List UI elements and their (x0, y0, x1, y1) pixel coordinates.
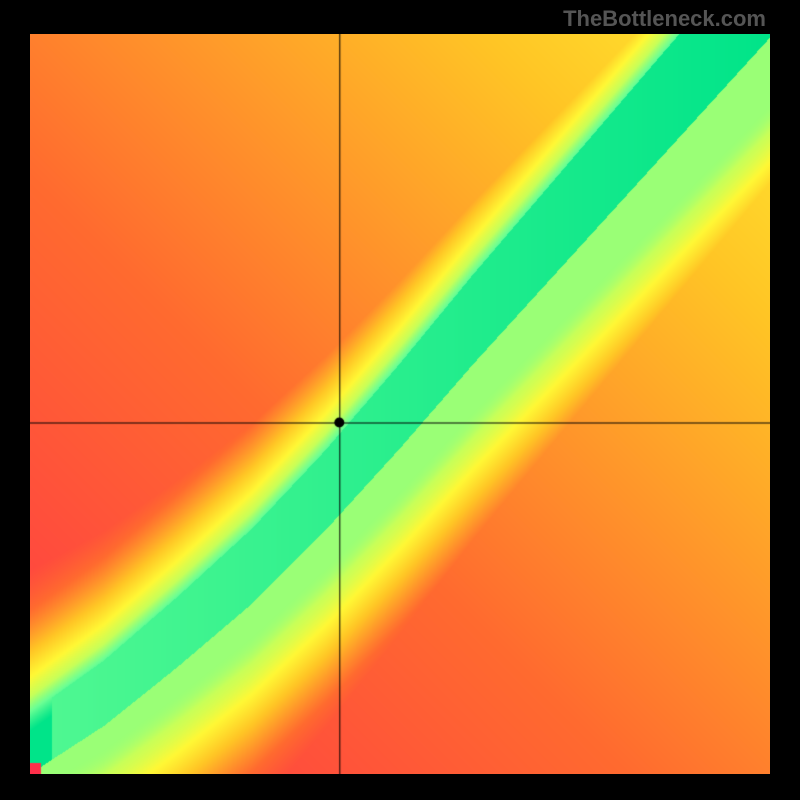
watermark-text: TheBottleneck.com (563, 6, 766, 32)
chart-container: TheBottleneck.com (0, 0, 800, 800)
heatmap-canvas (30, 34, 770, 774)
plot-area (30, 34, 770, 774)
